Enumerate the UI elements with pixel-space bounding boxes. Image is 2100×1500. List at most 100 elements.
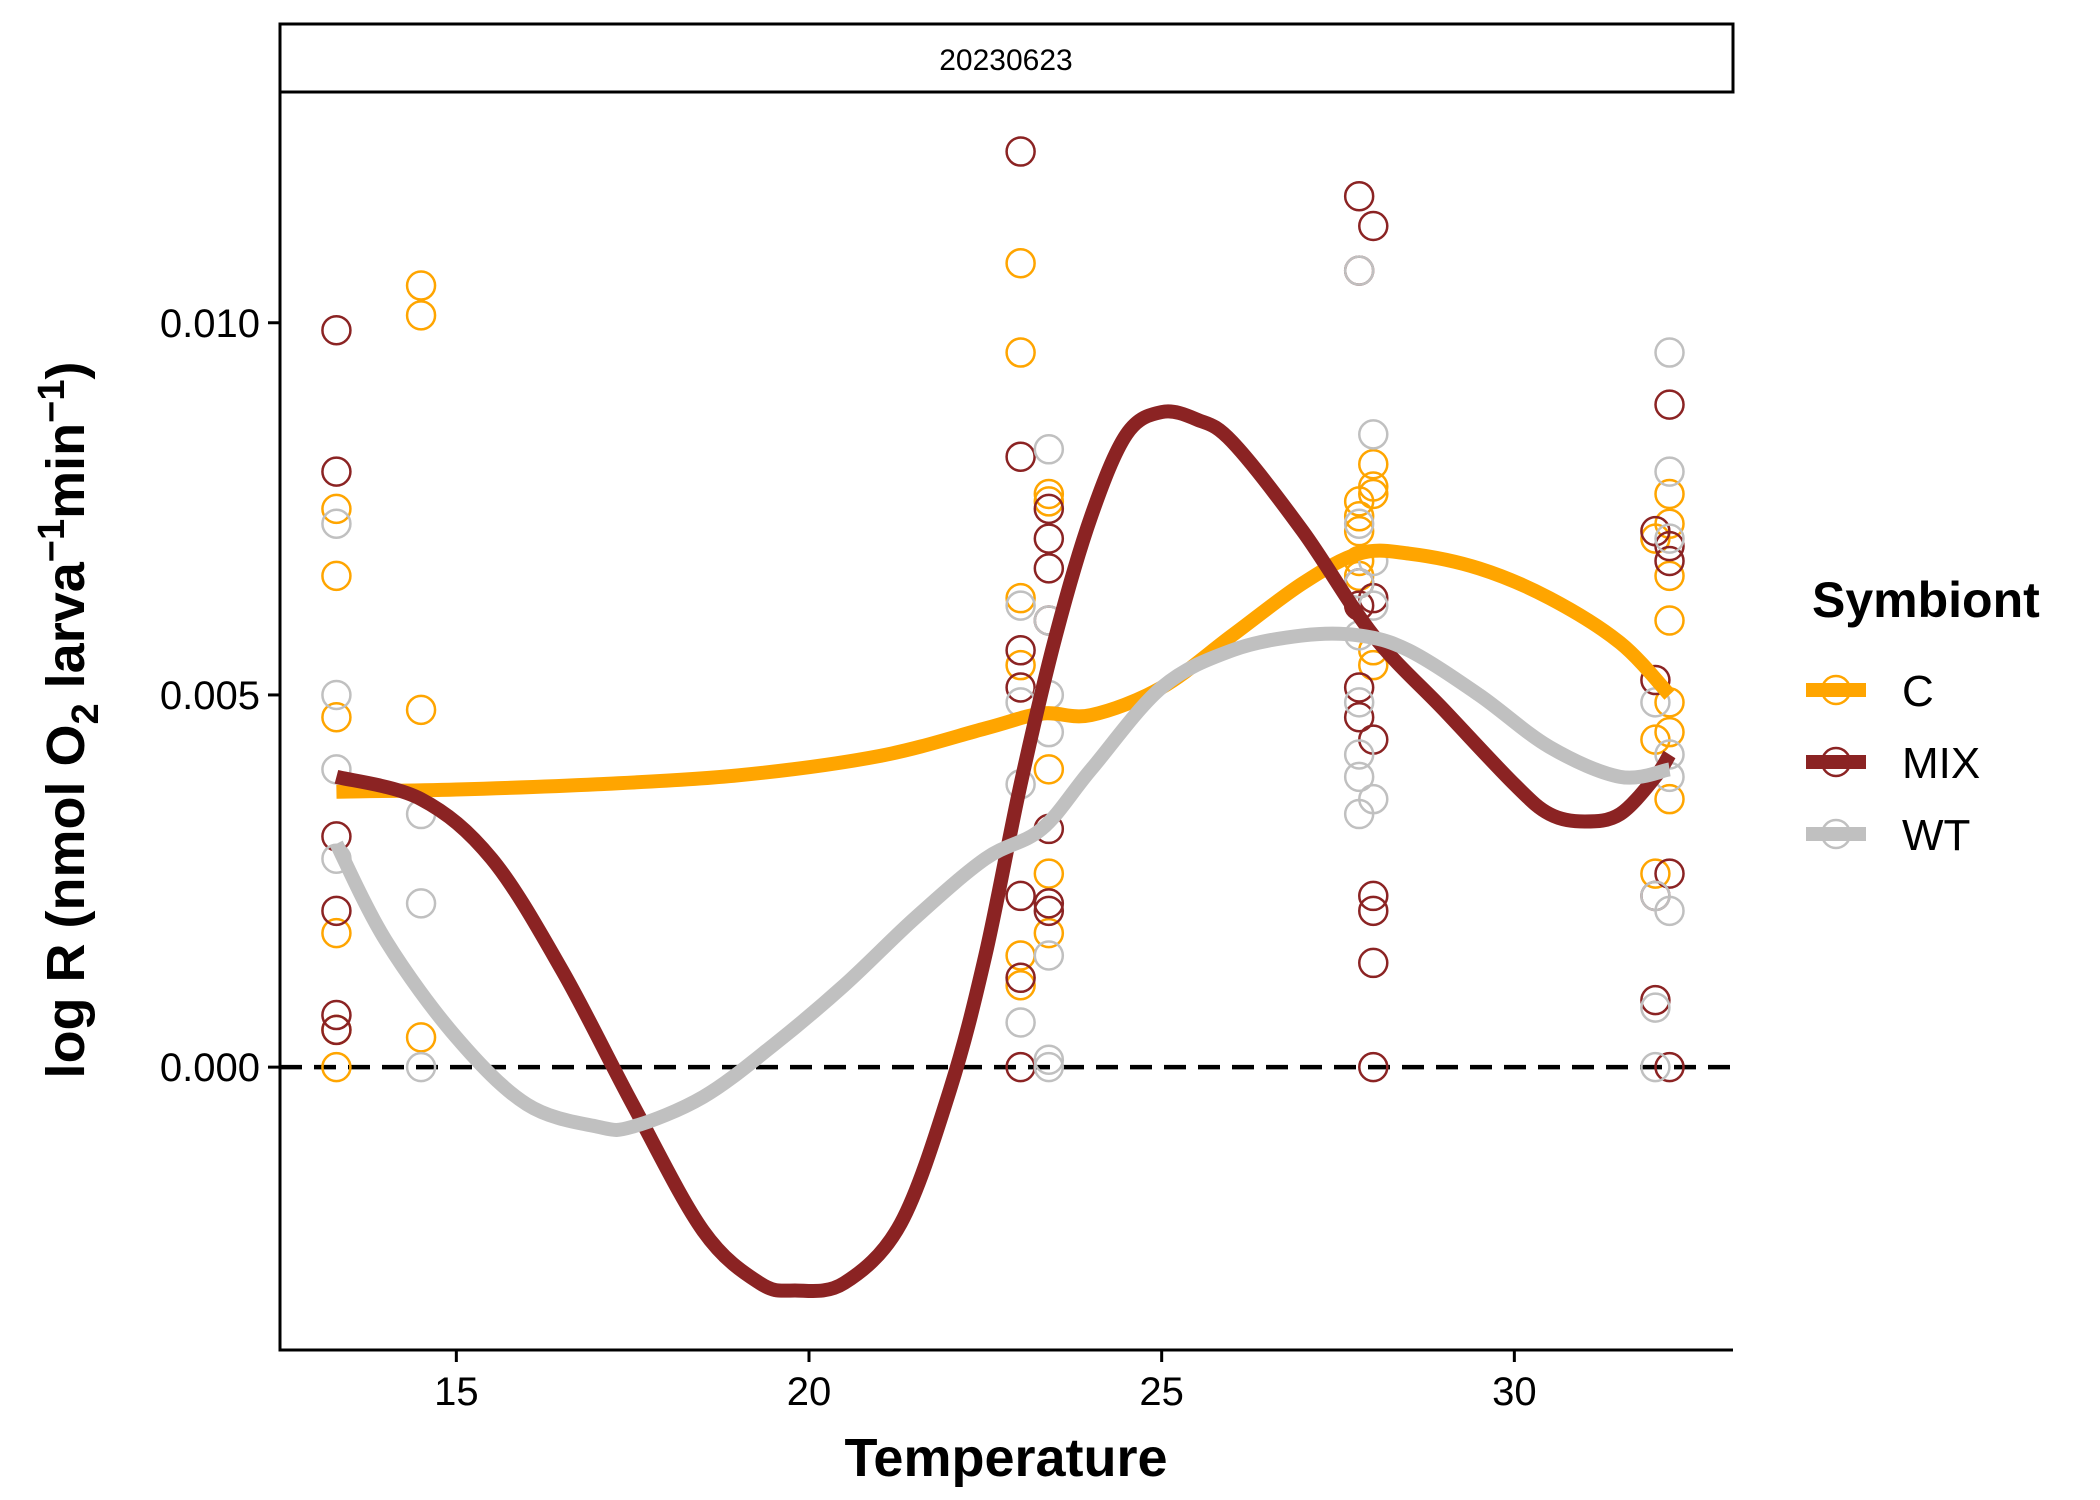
data-point bbox=[1640, 1051, 1671, 1083]
y-tick-label: 0.000 bbox=[160, 1046, 260, 1090]
data-point bbox=[1654, 389, 1685, 420]
y-ticks: 0.000 0.005 0.010 bbox=[160, 302, 280, 1090]
facet-strip-label: 20230623 bbox=[939, 44, 1072, 77]
legend-label: MIX bbox=[1902, 739, 1980, 788]
data-point bbox=[1343, 739, 1375, 770]
legend-label: C bbox=[1902, 667, 1934, 716]
y-axis-title-main: log R (nmol O bbox=[36, 724, 96, 1078]
data-point bbox=[1033, 858, 1065, 889]
data-point bbox=[1343, 702, 1375, 733]
x-tick-label: 30 bbox=[1492, 1370, 1537, 1414]
data-point bbox=[321, 493, 352, 525]
smooth-line-mix bbox=[334, 404, 1676, 1299]
data-point bbox=[1654, 508, 1685, 539]
data-point bbox=[405, 694, 437, 726]
data-point bbox=[1343, 180, 1375, 212]
legend-item-mix: MIX bbox=[1806, 739, 1980, 788]
legend-label: WT bbox=[1902, 811, 1970, 860]
data-point bbox=[1005, 940, 1036, 971]
points-c bbox=[321, 247, 1685, 1083]
data-point bbox=[1358, 1051, 1389, 1083]
smooth-line-c bbox=[336, 543, 1675, 799]
x-ticks: 15 20 25 30 bbox=[434, 1350, 1537, 1414]
data-point bbox=[405, 1022, 437, 1053]
y-axis-title: log R (nmol O2 larva−1min−1) bbox=[31, 362, 107, 1079]
y-axis-title-sup1: −1 bbox=[31, 519, 73, 562]
data-point bbox=[405, 888, 437, 919]
data-point bbox=[1005, 1007, 1036, 1038]
y-axis-title-mid: larva bbox=[36, 561, 96, 703]
data-point bbox=[1005, 635, 1036, 666]
data-point bbox=[321, 314, 352, 346]
data-point bbox=[1654, 545, 1685, 577]
data-point bbox=[1358, 649, 1389, 681]
data-point bbox=[321, 702, 352, 733]
data-point bbox=[321, 999, 352, 1031]
data-point bbox=[1640, 984, 1671, 1016]
data-point bbox=[1033, 754, 1065, 785]
data-point bbox=[405, 300, 437, 331]
data-point bbox=[1033, 940, 1065, 971]
legend-item-c: C bbox=[1806, 667, 1934, 716]
data-point bbox=[1654, 456, 1685, 487]
data-point bbox=[321, 508, 352, 539]
data-point bbox=[321, 895, 352, 927]
data-point bbox=[1033, 888, 1065, 919]
data-point bbox=[1343, 687, 1375, 718]
data-point bbox=[1033, 1044, 1065, 1075]
x-tick-label: 20 bbox=[787, 1370, 832, 1414]
data-point bbox=[1358, 478, 1389, 510]
data-point bbox=[1654, 783, 1685, 815]
data-point bbox=[1005, 962, 1036, 994]
facet-strip-box bbox=[278, 22, 1735, 94]
y-axis-title-sub: 2 bbox=[65, 703, 107, 724]
legend-key-point bbox=[1820, 674, 1852, 706]
data-point bbox=[1033, 478, 1065, 510]
data-point bbox=[1654, 478, 1685, 510]
data-point bbox=[1654, 1051, 1685, 1083]
legend: Symbiont C MIX WT bbox=[1806, 572, 2040, 860]
data-point bbox=[1005, 970, 1036, 1001]
data-point bbox=[1358, 880, 1389, 912]
data-point bbox=[1654, 523, 1685, 554]
legend-title: Symbiont bbox=[1812, 572, 2040, 628]
data-point bbox=[1654, 530, 1685, 562]
data-point bbox=[321, 456, 352, 487]
data-point bbox=[1640, 858, 1671, 889]
x-tick-label: 15 bbox=[434, 1370, 479, 1414]
data-point bbox=[405, 1051, 437, 1083]
legend-items: C MIX WT bbox=[1806, 667, 1980, 860]
data-point bbox=[1358, 947, 1389, 979]
data-point bbox=[1005, 582, 1036, 614]
data-point bbox=[1654, 605, 1685, 636]
data-point bbox=[1033, 1051, 1065, 1083]
smooth-lines-layer bbox=[330, 404, 1676, 1299]
data-point bbox=[1640, 664, 1671, 696]
y-axis-title-mid2: min bbox=[36, 423, 96, 519]
data-point bbox=[1343, 501, 1375, 532]
data-point bbox=[321, 1051, 352, 1083]
data-point bbox=[1654, 895, 1685, 927]
data-point bbox=[1005, 136, 1036, 167]
data-point bbox=[1005, 590, 1036, 621]
y-tick-label: 0.005 bbox=[160, 674, 260, 718]
data-point bbox=[1358, 471, 1389, 502]
data-point bbox=[405, 270, 437, 301]
data-point bbox=[1005, 672, 1036, 703]
data-point bbox=[1358, 419, 1389, 450]
data-point bbox=[1358, 783, 1389, 815]
data-point bbox=[1654, 560, 1685, 592]
points-wt bbox=[321, 255, 1685, 1083]
data-point bbox=[1005, 880, 1036, 912]
data-point bbox=[1033, 434, 1065, 465]
data-point bbox=[1358, 448, 1389, 480]
data-point bbox=[1343, 672, 1375, 703]
data-point bbox=[1654, 716, 1685, 748]
data-point bbox=[1343, 761, 1375, 793]
x-axis-title: Temperature bbox=[844, 1428, 1167, 1488]
data-point bbox=[1033, 553, 1065, 584]
data-point bbox=[1343, 255, 1375, 286]
data-point bbox=[321, 560, 352, 592]
data-point bbox=[1358, 210, 1389, 242]
